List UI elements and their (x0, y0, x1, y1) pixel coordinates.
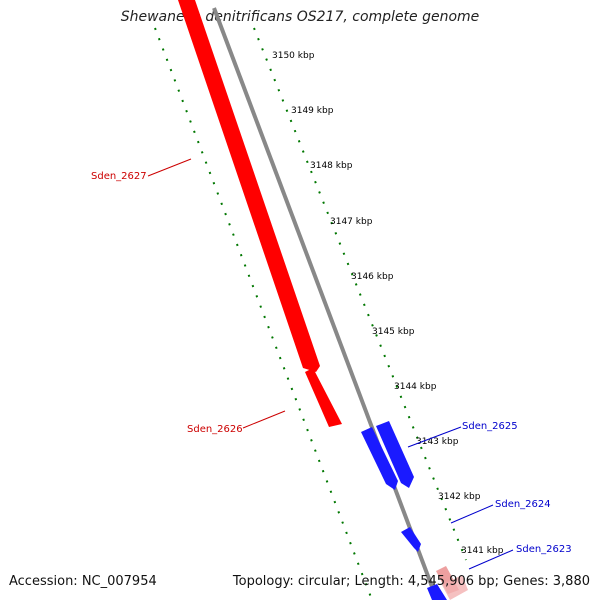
kbp-tick-label: 3146 kbp (351, 272, 394, 282)
genome-summary: Topology: circular; Length: 4,545,906 bp… (232, 574, 590, 589)
label-leader-sden-2623 (468, 549, 514, 570)
gene-label-sden-2624[interactable]: Sden_2624 (495, 499, 551, 510)
gene-label-sden-2626[interactable]: Sden_2626 (187, 424, 243, 435)
gene-label-sden-2625[interactable]: Sden_2625 (462, 421, 518, 432)
gene-sden-2627-feature[interactable] (178, 0, 320, 372)
gene-faded-feature (442, 575, 468, 600)
kbp-ticks: 3150 kbp 3149 kbp 3148 kbp 3147 kbp 3146… (272, 51, 504, 556)
genome-title: Shewanella denitrificans OS217, complete… (120, 9, 480, 25)
gene-label-sden-2627[interactable]: Sden_2627 (91, 171, 147, 182)
kbp-tick-label: 3149 kbp (291, 106, 334, 116)
kbp-tick-label: 3150 kbp (272, 51, 315, 61)
kbp-tick-label: 3141 kbp (461, 546, 504, 556)
kbp-tick-label: 3144 kbp (394, 382, 437, 392)
kbp-tick-label: 3143 kbp (416, 437, 459, 447)
label-leader-sden-2626 (242, 410, 286, 429)
kbp-tick-label: 3142 kbp (438, 492, 481, 502)
genome-backbone (212, 7, 439, 600)
gene-sden-2623-feature[interactable] (427, 584, 447, 600)
kbp-tick-label: 3147 kbp (330, 217, 373, 227)
gene-sden-2624-feature[interactable] (401, 527, 421, 552)
gene-sden-2625b-feature[interactable] (376, 421, 414, 488)
outer-tick-track (154, 27, 373, 600)
label-leader-sden-2624 (450, 504, 494, 524)
kbp-tick-label: 3145 kbp (372, 327, 415, 337)
label-leader-sden-2627 (147, 158, 192, 177)
inner-tick-track (253, 27, 467, 561)
gene-sden-2626-feature[interactable] (305, 368, 342, 427)
gene-label-sden-2623[interactable]: Sden_2623 (516, 544, 572, 555)
label-leader-sden-2625 (407, 426, 462, 448)
accession-label: Accession: NC_007954 (9, 574, 157, 589)
kbp-tick-label: 3148 kbp (310, 161, 353, 171)
gene-sden-2625-feature[interactable] (361, 427, 398, 490)
